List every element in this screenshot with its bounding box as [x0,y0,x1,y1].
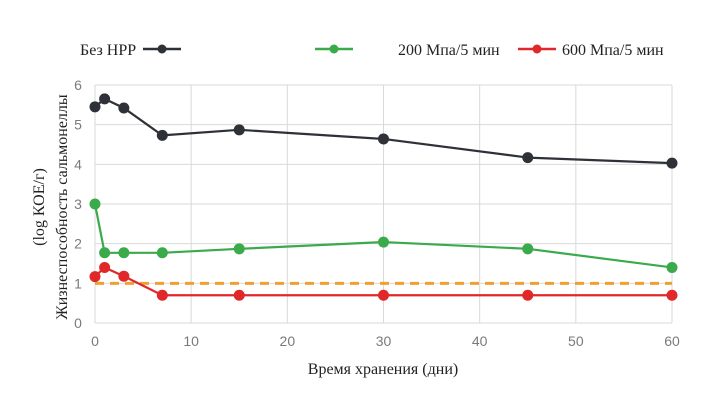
y-tick-label: 6 [74,77,82,93]
y-tick-label: 3 [74,196,82,212]
x-tick-label: 50 [568,333,584,349]
y-axis-label-line2: (log КОЕ/г) [31,168,48,246]
series-point-2 [233,289,245,301]
grid [94,84,673,324]
y-tick-label: 2 [74,236,82,252]
x-tick-label: 10 [183,333,199,349]
series-point-1 [378,236,389,248]
series-point-1 [522,243,534,255]
y-tick-label: 0 [74,315,82,331]
series-point-2 [522,289,534,301]
legend-swatch-no-hpp [143,44,181,54]
series-point-0 [522,152,534,164]
x-axis-label: Время хранения (дни) [308,361,458,378]
series-point-1 [666,261,678,273]
series-point-1 [89,198,101,210]
y-axis-label-line1: Жизнеспособность сальмонеллы [54,94,71,320]
series-point-2 [378,289,389,301]
series-point-2 [118,270,130,282]
x-tick-label: 0 [91,333,99,349]
series-point-2 [156,289,168,301]
series-point-1 [99,247,111,259]
series-point-1 [156,247,168,259]
series-point-0 [156,129,168,141]
legend-label-600-mpa: 600 Мпа/5 мин [562,42,664,59]
series-point-0 [89,101,101,113]
legend: Без HPP 200 Мпа/5 мин 600 Мпа/5 мин [80,42,664,59]
series-point-0 [99,93,111,105]
series-point-0 [378,133,389,145]
x-tick-label: 30 [376,333,392,349]
series-point-1 [118,247,130,259]
series-points [89,93,678,301]
legend-swatch-600-mpa [518,44,556,54]
x-tick-label: 60 [664,333,680,349]
y-tick-label: 4 [74,156,82,172]
series-point-1 [233,243,245,255]
y-tick-label: 1 [74,275,82,291]
series-point-2 [89,271,101,283]
x-tick-label: 20 [280,333,296,349]
legend-label-no-hpp: Без HPP [80,42,136,59]
series-point-0 [666,157,678,169]
y-tick-label: 5 [74,117,82,133]
legend-label-200-mpa: 200 Мпа/5 мин [398,42,500,59]
x-tick-label: 40 [472,333,488,349]
series-point-0 [233,124,245,136]
legend-swatch-200-mpa [315,44,353,54]
series-point-2 [99,261,111,273]
series-point-0 [118,102,130,114]
series-point-2 [666,289,678,301]
